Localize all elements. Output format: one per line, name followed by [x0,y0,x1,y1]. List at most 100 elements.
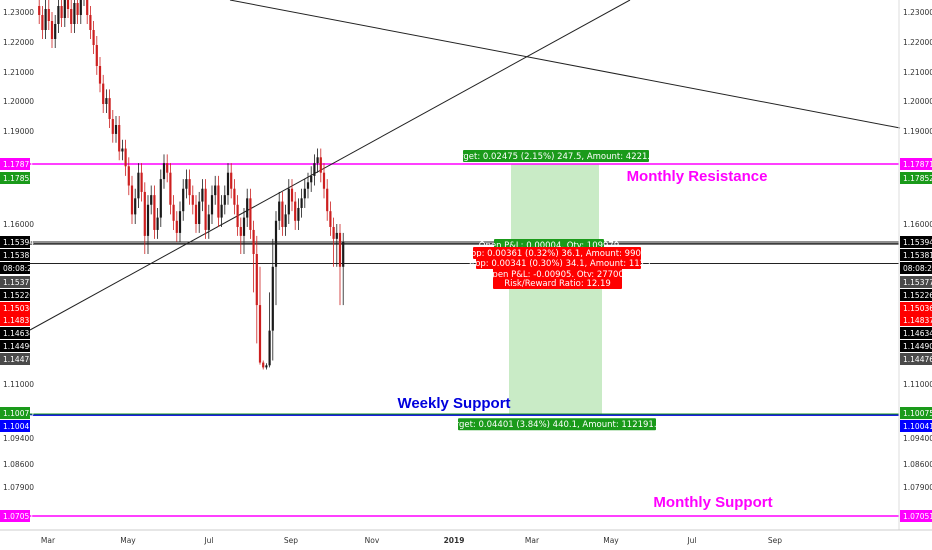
candle-body [252,229,255,255]
price-tag-right [900,276,932,288]
price-tag-left-label: 1.15226 [3,291,34,300]
falling-trendline [229,0,901,129]
trendlines [29,0,901,331]
price-tag-right [900,158,932,170]
candle-body [76,3,79,15]
candle-body [258,305,262,363]
price-tag-right-label: 1.10041 [903,422,932,431]
price-tag-right-label: 1.15036 [903,304,932,313]
price-tag-left-label: 1.15381 [3,251,34,260]
candle-body [47,9,50,21]
candle-body [332,226,335,239]
candle-body [98,66,102,84]
price-tag-right-label: 1.15381 [903,251,932,260]
price-tag-left-label: 1.14490 [3,342,34,351]
candle-body [239,226,242,236]
price-tag-left-label: 1.10041 [3,422,34,431]
candle-body [300,198,303,208]
price-tag-left [0,276,30,288]
price-tag-right-label: 1.07051 [903,512,932,521]
candle-body [316,157,319,164]
candle-body [95,45,98,66]
price-tag-left [0,327,30,339]
candle-body [319,157,322,173]
open-pl-2-label: Open P&L: -0.00905, Qty: 277008 [486,270,630,280]
price-tag-left-label: 1.15036 [3,304,34,313]
price-tag-left-label: 1.14476 [3,355,34,364]
price-tag-left [0,302,30,314]
candle-body [281,201,284,227]
stop-2-label: Stop: 0.00341 (0.30%) 34.1, Amount: 1125 [466,259,650,269]
candle-body [246,198,249,218]
candle-body [326,188,329,212]
candle-body [79,0,82,15]
price-tag-left [0,172,30,184]
stop-1-label-bg [473,247,641,259]
price-tag-right-label: 1.17852 [903,174,932,183]
y-tick-left: 1.09400 [3,434,34,443]
y-tick-right: 1.08600 [903,460,932,469]
price-tag-right [900,249,932,261]
candle-body [226,172,230,196]
candle-body [230,172,233,189]
candle-body [134,198,137,215]
y-tick-left: 1.22000 [3,38,34,47]
candle-body [287,188,290,215]
y-tick-left: 1.11000 [3,380,34,389]
price-tag-left [0,420,30,432]
price-tag-right [900,407,932,419]
x-tick: 2019 [444,536,465,545]
price-tag-right-label: 1.14837 [903,316,932,325]
x-tick: Sep [284,536,298,545]
price-tag-right [900,262,932,274]
price-tag-left [0,249,30,261]
candle-body [130,185,134,215]
candle-body [102,83,105,104]
candle-body [124,148,127,167]
candle-body [89,15,92,30]
candle-body [169,172,172,205]
candle-body [153,195,156,230]
candle-body [329,211,332,227]
candle-body [111,119,114,134]
candle-body [140,172,143,192]
candle-body [297,207,300,221]
rising-trendline [29,0,631,331]
candle-body [162,163,166,180]
candles [38,0,345,370]
candle-body [214,185,217,196]
position-zones [509,164,602,416]
candle-body [204,188,207,230]
candle-body [310,175,313,183]
price-tag-left-label: 1.14634 [3,329,34,338]
candle-body [322,172,326,189]
y-tick-left: 1.16000 [3,220,34,229]
candle-body [92,30,95,45]
target-bottom-label-bg [458,418,656,431]
price-tag-right [900,327,932,339]
y-tick-left: 1.07900 [3,483,34,492]
candle-body [54,24,57,39]
target-zone-upper [511,164,599,242]
x-tick: Jul [203,536,213,545]
candle-body [182,188,185,212]
candle-body [207,214,210,230]
price-tag-left-label: 1.14837 [3,316,34,325]
y-tick-right: 1.11000 [903,380,932,389]
price-tag-right [900,289,932,301]
candle-body [146,204,150,236]
candle-body [255,254,258,306]
price-tag-right-label: 1.14490 [903,342,932,351]
price-tag-right [900,302,932,314]
annotation-boxes: Monthly Resistance Weekly Support Monthly … [397,150,773,511]
price-tag-right [900,314,932,326]
candle-body [127,166,130,186]
candle-body [268,330,271,366]
y-tick-right: 1.16000 [903,220,932,229]
candle-body [70,9,73,24]
candle-body [223,195,226,205]
candle-body [118,125,121,152]
candle-body [50,21,54,39]
price-tag-right-label: 1.17871 [903,160,932,169]
open-pl-1-label: Open P&L: 0.00004, Qty: 109979 [479,241,619,251]
